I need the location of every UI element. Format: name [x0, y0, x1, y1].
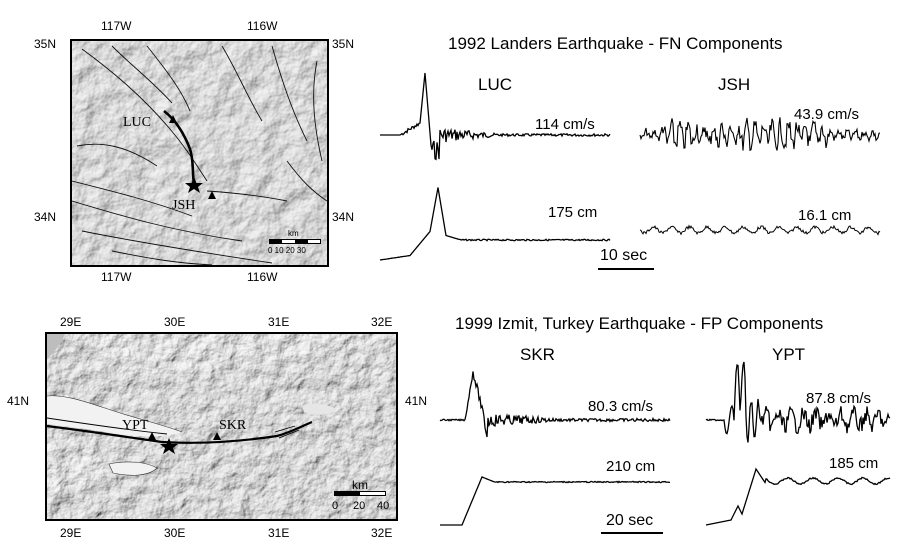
landers-epicenter-star [185, 177, 203, 193]
izmit-skr-displacement-trace [440, 476, 670, 526]
landers-map-bottom-label-116w: 116W [247, 270, 278, 284]
landers-map-right-label-34n: 34N [332, 210, 355, 224]
izmit-ypt-velocity-peak: 87.8 cm/s [806, 390, 872, 407]
izmit-time-scale-label: 20 sec [606, 512, 654, 529]
landers-scale-ticks: 0 10 20 30 [268, 246, 306, 255]
izmit-skr-velocity-trace [439, 371, 671, 438]
izmit-map-top-label-32e: 32E [371, 315, 393, 329]
landers-map-bottom-label-117w: 117W [101, 270, 132, 284]
izmit-scale-tick-40: 40 [377, 500, 390, 512]
landers-luc-velocity-peak: 114 cm/s [535, 116, 595, 133]
izmit-epicenter-star [160, 438, 178, 454]
landers-luc-station-label: LUC [478, 75, 513, 94]
izmit-map-bottom-label-30e: 30E [164, 526, 186, 540]
landers-time-scale-label: 10 sec [600, 247, 648, 264]
izmit-ypt-displacement-trace [705, 467, 891, 526]
landers-map-left-label-35n: 35N [34, 37, 57, 51]
landers-map-top-label-116w: 116W [247, 19, 278, 33]
izmit-skr-station-marker [213, 432, 221, 440]
izmit-time-scale-bar [601, 532, 663, 534]
izmit-skr-station-label: SKR [520, 345, 555, 364]
izmit-scale-tick-20: 20 [353, 500, 366, 512]
izmit-relief [47, 334, 396, 519]
landers-jsh-label: JSH [172, 198, 196, 213]
izmit-map-bottom-label-32e: 32E [371, 526, 393, 540]
landers-scale-unit: km [288, 229, 299, 238]
izmit-ypt-velocity-trace [705, 361, 891, 443]
izmit-map-right-label-41n: 41N [405, 394, 428, 408]
landers-jsh-station-marker [208, 191, 216, 199]
izmit-lake-iznik [108, 461, 158, 476]
izmit-map-top-label-29e: 29E [60, 315, 82, 329]
izmit-ypt-label: YPT [122, 418, 149, 433]
landers-jsh-velocity-peak: 43.9 cm/s [794, 106, 860, 123]
landers-map-right-label-35n: 35N [332, 37, 355, 51]
landers-luc-station-marker [169, 115, 177, 123]
izmit-skr-velocity-peak: 80.3 cm/s [588, 398, 654, 415]
landers-map-top-label-117w: 117W [101, 19, 132, 33]
landers-jsh-displacement-trace [639, 224, 881, 236]
landers-map: LUC JSH km 0 10 20 30 [70, 39, 329, 267]
izmit-ypt-displacement-peak: 185 cm [829, 455, 879, 472]
landers-luc-displacement-peak: 175 cm [548, 204, 598, 221]
izmit-title: 1999 Izmit, Turkey Earthquake - FP Compo… [455, 314, 824, 333]
izmit-skr-displacement-peak: 210 cm [606, 458, 656, 475]
izmit-map-left-label-41n: 41N [7, 394, 30, 408]
landers-jsh-displacement-peak: 16.1 cm [798, 207, 852, 224]
izmit-ypt-station-marker [148, 432, 156, 440]
izmit-map-top-label-30e: 30E [164, 315, 186, 329]
izmit-scale-tick-0: 0 [332, 500, 339, 512]
izmit-map-top-label-31e: 31E [268, 315, 290, 329]
landers-map-left-label-34n: 34N [34, 210, 57, 224]
izmit-map: YPT SKR km 0 20 40 [45, 332, 398, 521]
landers-jsh-station-label: JSH [718, 75, 751, 94]
izmit-ypt-station-label: YPT [772, 345, 806, 364]
izmit-scale-unit: km [352, 478, 368, 492]
landers-luc-label: LUC [123, 115, 151, 130]
izmit-map-bottom-label-31e: 31E [268, 526, 290, 540]
landers-jsh-velocity-trace [639, 117, 881, 152]
landers-time-scale-bar [598, 268, 654, 270]
landers-luc-velocity-trace [380, 72, 611, 161]
landers-relief [72, 41, 327, 265]
landers-title: 1992 Landers Earthquake - FN Components [448, 34, 783, 53]
izmit-map-bottom-label-29e: 29E [60, 526, 82, 540]
izmit-skr-label: SKR [219, 418, 247, 433]
landers-luc-displacement-trace [379, 187, 611, 261]
